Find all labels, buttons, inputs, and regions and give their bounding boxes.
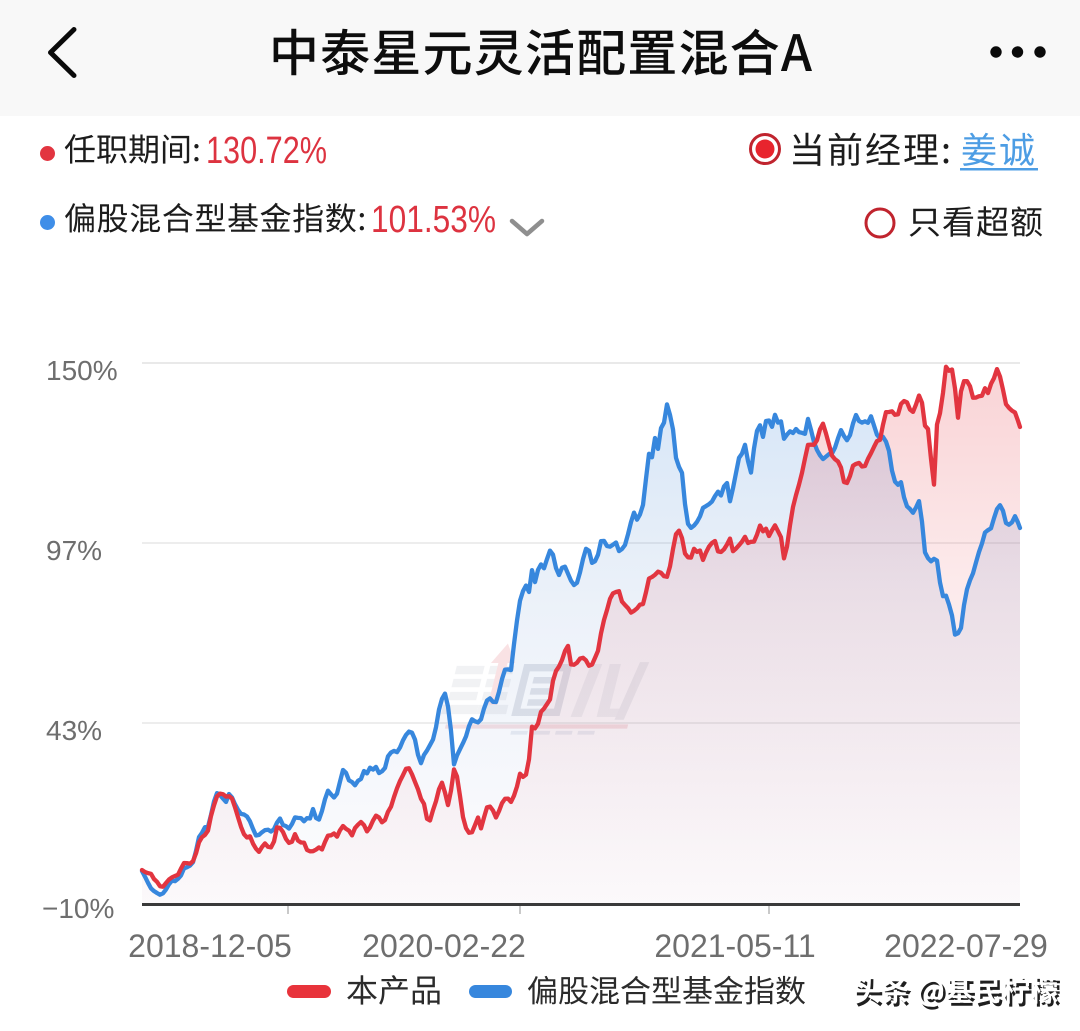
svg-text:−10%: −10% [42, 893, 114, 924]
svg-text:2020-02-22: 2020-02-22 [362, 928, 526, 964]
svg-text:101.53%: 101.53% [371, 199, 496, 241]
svg-text:2018-12-05: 2018-12-05 [128, 928, 292, 964]
svg-text:2021-05-11: 2021-05-11 [654, 928, 815, 964]
svg-text:97%: 97% [46, 535, 102, 566]
svg-text:150%: 150% [46, 355, 118, 386]
svg-text:43%: 43% [46, 715, 102, 746]
svg-text:130.72%: 130.72% [206, 130, 327, 172]
svg-text:2022-07-29: 2022-07-29 [884, 928, 1048, 964]
